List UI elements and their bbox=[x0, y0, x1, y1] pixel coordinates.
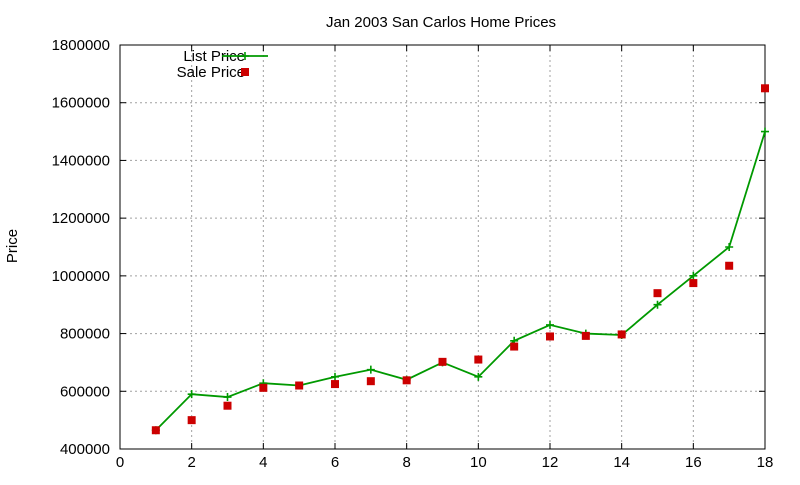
y-tick-label: 1200000 bbox=[52, 210, 110, 227]
data-point bbox=[331, 372, 339, 381]
data-point bbox=[438, 357, 447, 366]
data-point bbox=[366, 377, 375, 386]
axis-layer: 0 2 4 6 8 10 12 14 16 18 400000 600000 800000 1000000… bbox=[52, 37, 774, 471]
data-point bbox=[725, 261, 734, 270]
data-point bbox=[653, 300, 662, 309]
y-axis-label: Price bbox=[4, 229, 21, 263]
y-tick-label: 1000000 bbox=[52, 268, 110, 285]
legend-marker bbox=[241, 52, 249, 60]
y-tick-label: 1800000 bbox=[52, 37, 110, 54]
legend-label: Sale Price bbox=[177, 64, 245, 81]
x-tick-label: 18 bbox=[757, 454, 774, 471]
y-tick-label: 1600000 bbox=[52, 95, 110, 112]
y-tick-label: 600000 bbox=[60, 383, 110, 400]
series-line bbox=[155, 131, 766, 431]
y-tick-label: 400000 bbox=[60, 441, 110, 458]
y-tick-label: 800000 bbox=[60, 326, 110, 343]
x-tick-label: 0 bbox=[116, 454, 124, 471]
data-point bbox=[474, 372, 483, 381]
data-point bbox=[474, 355, 483, 364]
data-point bbox=[402, 376, 411, 385]
data-point bbox=[689, 271, 698, 280]
series-layer bbox=[151, 84, 769, 435]
data-point bbox=[366, 365, 375, 374]
data-point bbox=[187, 416, 196, 425]
data-point bbox=[259, 383, 268, 392]
data-point bbox=[546, 320, 554, 329]
x-tick-label: 16 bbox=[685, 454, 702, 471]
data-point bbox=[223, 401, 232, 410]
plot-border bbox=[119, 44, 766, 450]
x-tick-label: 8 bbox=[402, 454, 410, 471]
data-point bbox=[653, 289, 662, 298]
data-point bbox=[689, 279, 698, 288]
data-point bbox=[761, 84, 769, 93]
x-tick-label: 10 bbox=[470, 454, 487, 471]
x-tick-label: 4 bbox=[259, 454, 267, 471]
x-tick-label: 12 bbox=[542, 454, 559, 471]
data-point bbox=[331, 380, 339, 389]
data-point bbox=[295, 381, 304, 390]
legend-marker bbox=[241, 68, 249, 76]
data-point bbox=[761, 127, 769, 136]
legend-label: List Price bbox=[183, 48, 245, 65]
data-point bbox=[546, 332, 554, 341]
series-list-price bbox=[151, 127, 769, 435]
x-tick-label: 2 bbox=[187, 454, 195, 471]
data-point bbox=[510, 342, 519, 351]
series-sale-price bbox=[151, 84, 769, 435]
data-point bbox=[581, 331, 590, 340]
data-point bbox=[151, 426, 160, 435]
data-point bbox=[725, 243, 734, 251]
x-tick-label: 14 bbox=[613, 454, 630, 471]
y-tick-label: 1400000 bbox=[52, 152, 110, 169]
data-point bbox=[223, 393, 232, 402]
data-point bbox=[187, 390, 196, 399]
data-point bbox=[617, 330, 626, 339]
grid-layer bbox=[120, 45, 765, 449]
chart-title: Jan 2003 San Carlos Home Prices bbox=[326, 14, 556, 31]
x-tick-label: 6 bbox=[331, 454, 339, 471]
